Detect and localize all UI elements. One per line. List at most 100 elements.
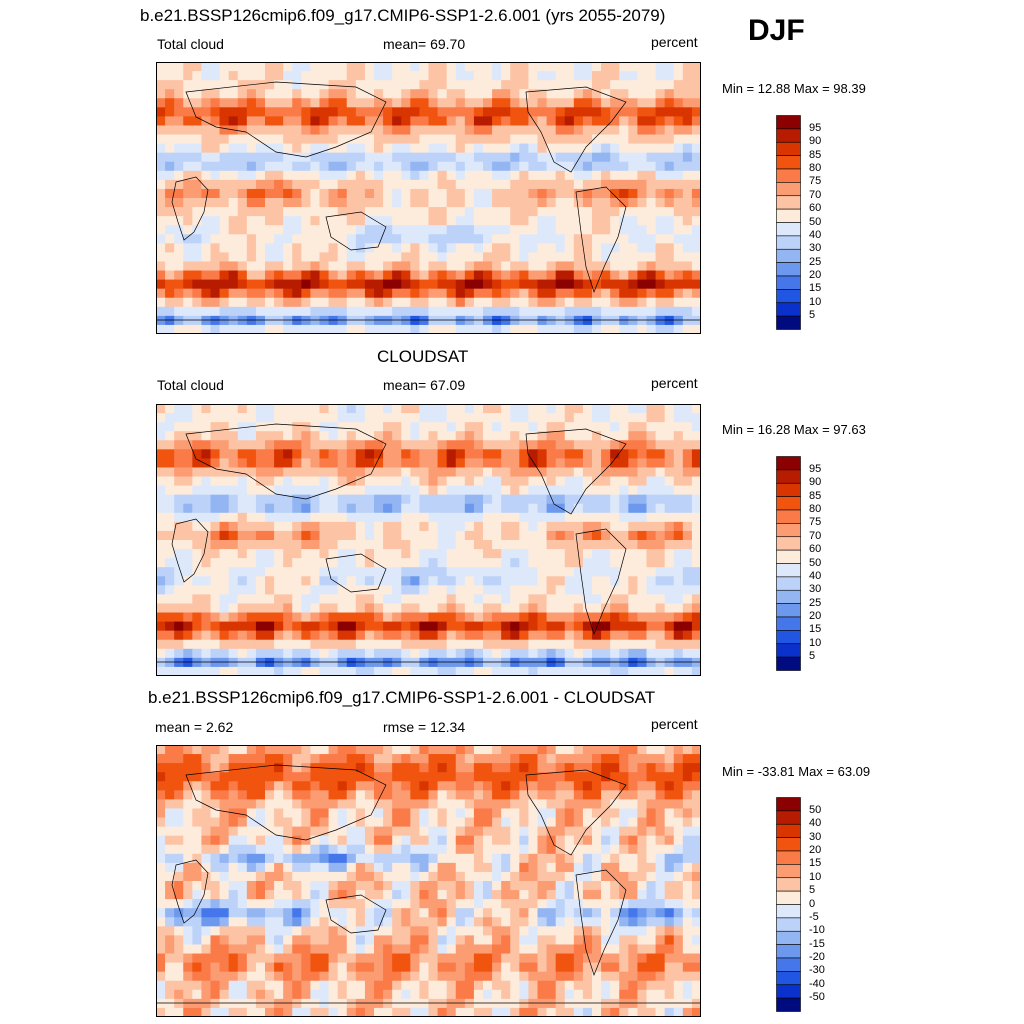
map-cell [392,503,402,514]
map-cell [274,594,284,605]
map-cell [628,288,639,299]
map-cell [301,657,312,668]
map-cell [292,413,302,423]
map-cell [274,648,284,659]
map-cell [501,116,511,127]
map-cell [664,449,675,459]
map-cell [691,422,701,432]
map-cell [328,467,339,478]
map-cell [492,234,502,244]
map-cell [483,243,493,253]
map-cell [156,234,166,244]
map-cell [592,62,602,72]
map-cell [383,790,393,800]
map-cell [464,306,475,317]
map-cell [192,826,203,837]
map-cell [582,639,593,650]
map-cell [255,188,266,199]
map-cell [274,908,284,918]
map-cell [337,216,348,226]
map-cell [473,745,484,755]
map-cell [446,844,457,855]
map-cell [691,143,701,154]
map-cell [337,853,348,864]
map-cell [573,881,584,891]
map-cell [655,540,666,550]
map-cell [219,926,230,936]
map-cell [192,449,203,459]
map-cell [364,881,375,891]
map-cell [201,657,212,668]
map-cell [464,745,475,755]
map-cell [691,908,701,918]
map-cell [546,781,557,791]
map-cell [673,621,684,632]
map-cell [564,621,575,632]
map-cell [501,458,511,469]
map-cell [628,612,639,623]
map-cell [582,216,593,226]
map-cell [637,835,648,846]
map-cell [473,71,484,81]
map-cell [437,781,448,791]
map-cell [337,440,348,450]
map-cell [401,621,411,632]
map-cell [483,621,493,632]
map-cell [310,288,321,299]
map-cell [364,835,375,846]
map-cell [437,862,448,873]
map-cell [619,745,629,755]
map-cell [592,179,602,190]
map-cell [274,252,284,263]
map-cell [292,467,302,478]
map-cell [328,853,339,864]
map-cell [337,71,348,81]
map-cell [246,89,257,99]
map-cell [337,745,348,755]
map-cell [310,476,321,487]
map-cell [292,899,302,909]
map-cell [401,494,411,505]
map-cell [691,207,701,217]
map-cell [374,494,384,505]
map-cell [219,908,230,918]
map-cell [319,853,330,864]
map-cell [592,404,602,414]
colorbar-label: 15 [809,623,822,636]
map-cell [455,881,466,891]
map-cell [564,612,575,623]
map-cell [555,881,566,891]
map-cell [374,612,384,623]
map-cell [664,89,675,99]
map-cell [292,80,302,90]
map-cell [546,125,557,136]
map-cell [355,116,366,127]
map-cell [473,890,484,900]
map-cell [682,413,693,423]
map-cell [383,288,393,299]
map-cell [364,161,375,172]
map-cell [592,485,602,496]
map-cell [555,494,566,505]
map-cell [410,179,421,190]
map-cell [492,871,502,882]
map-cell [582,567,593,577]
map-cell [573,567,584,577]
map-cell [165,558,175,568]
map-cell [682,817,693,828]
map-cell [192,503,203,514]
map-cell [237,862,248,873]
map-cell [383,639,393,650]
map-cell [628,594,639,605]
map-cell [410,71,421,81]
map-cell [274,243,284,253]
map-cell [210,306,221,317]
map-cell [628,98,639,108]
map-cell [555,890,566,900]
map-cell [646,899,657,909]
map-cell [628,449,639,459]
map-cell [255,549,266,559]
map-cell [619,315,629,326]
map-cell [519,225,530,235]
map-cell [682,476,693,487]
